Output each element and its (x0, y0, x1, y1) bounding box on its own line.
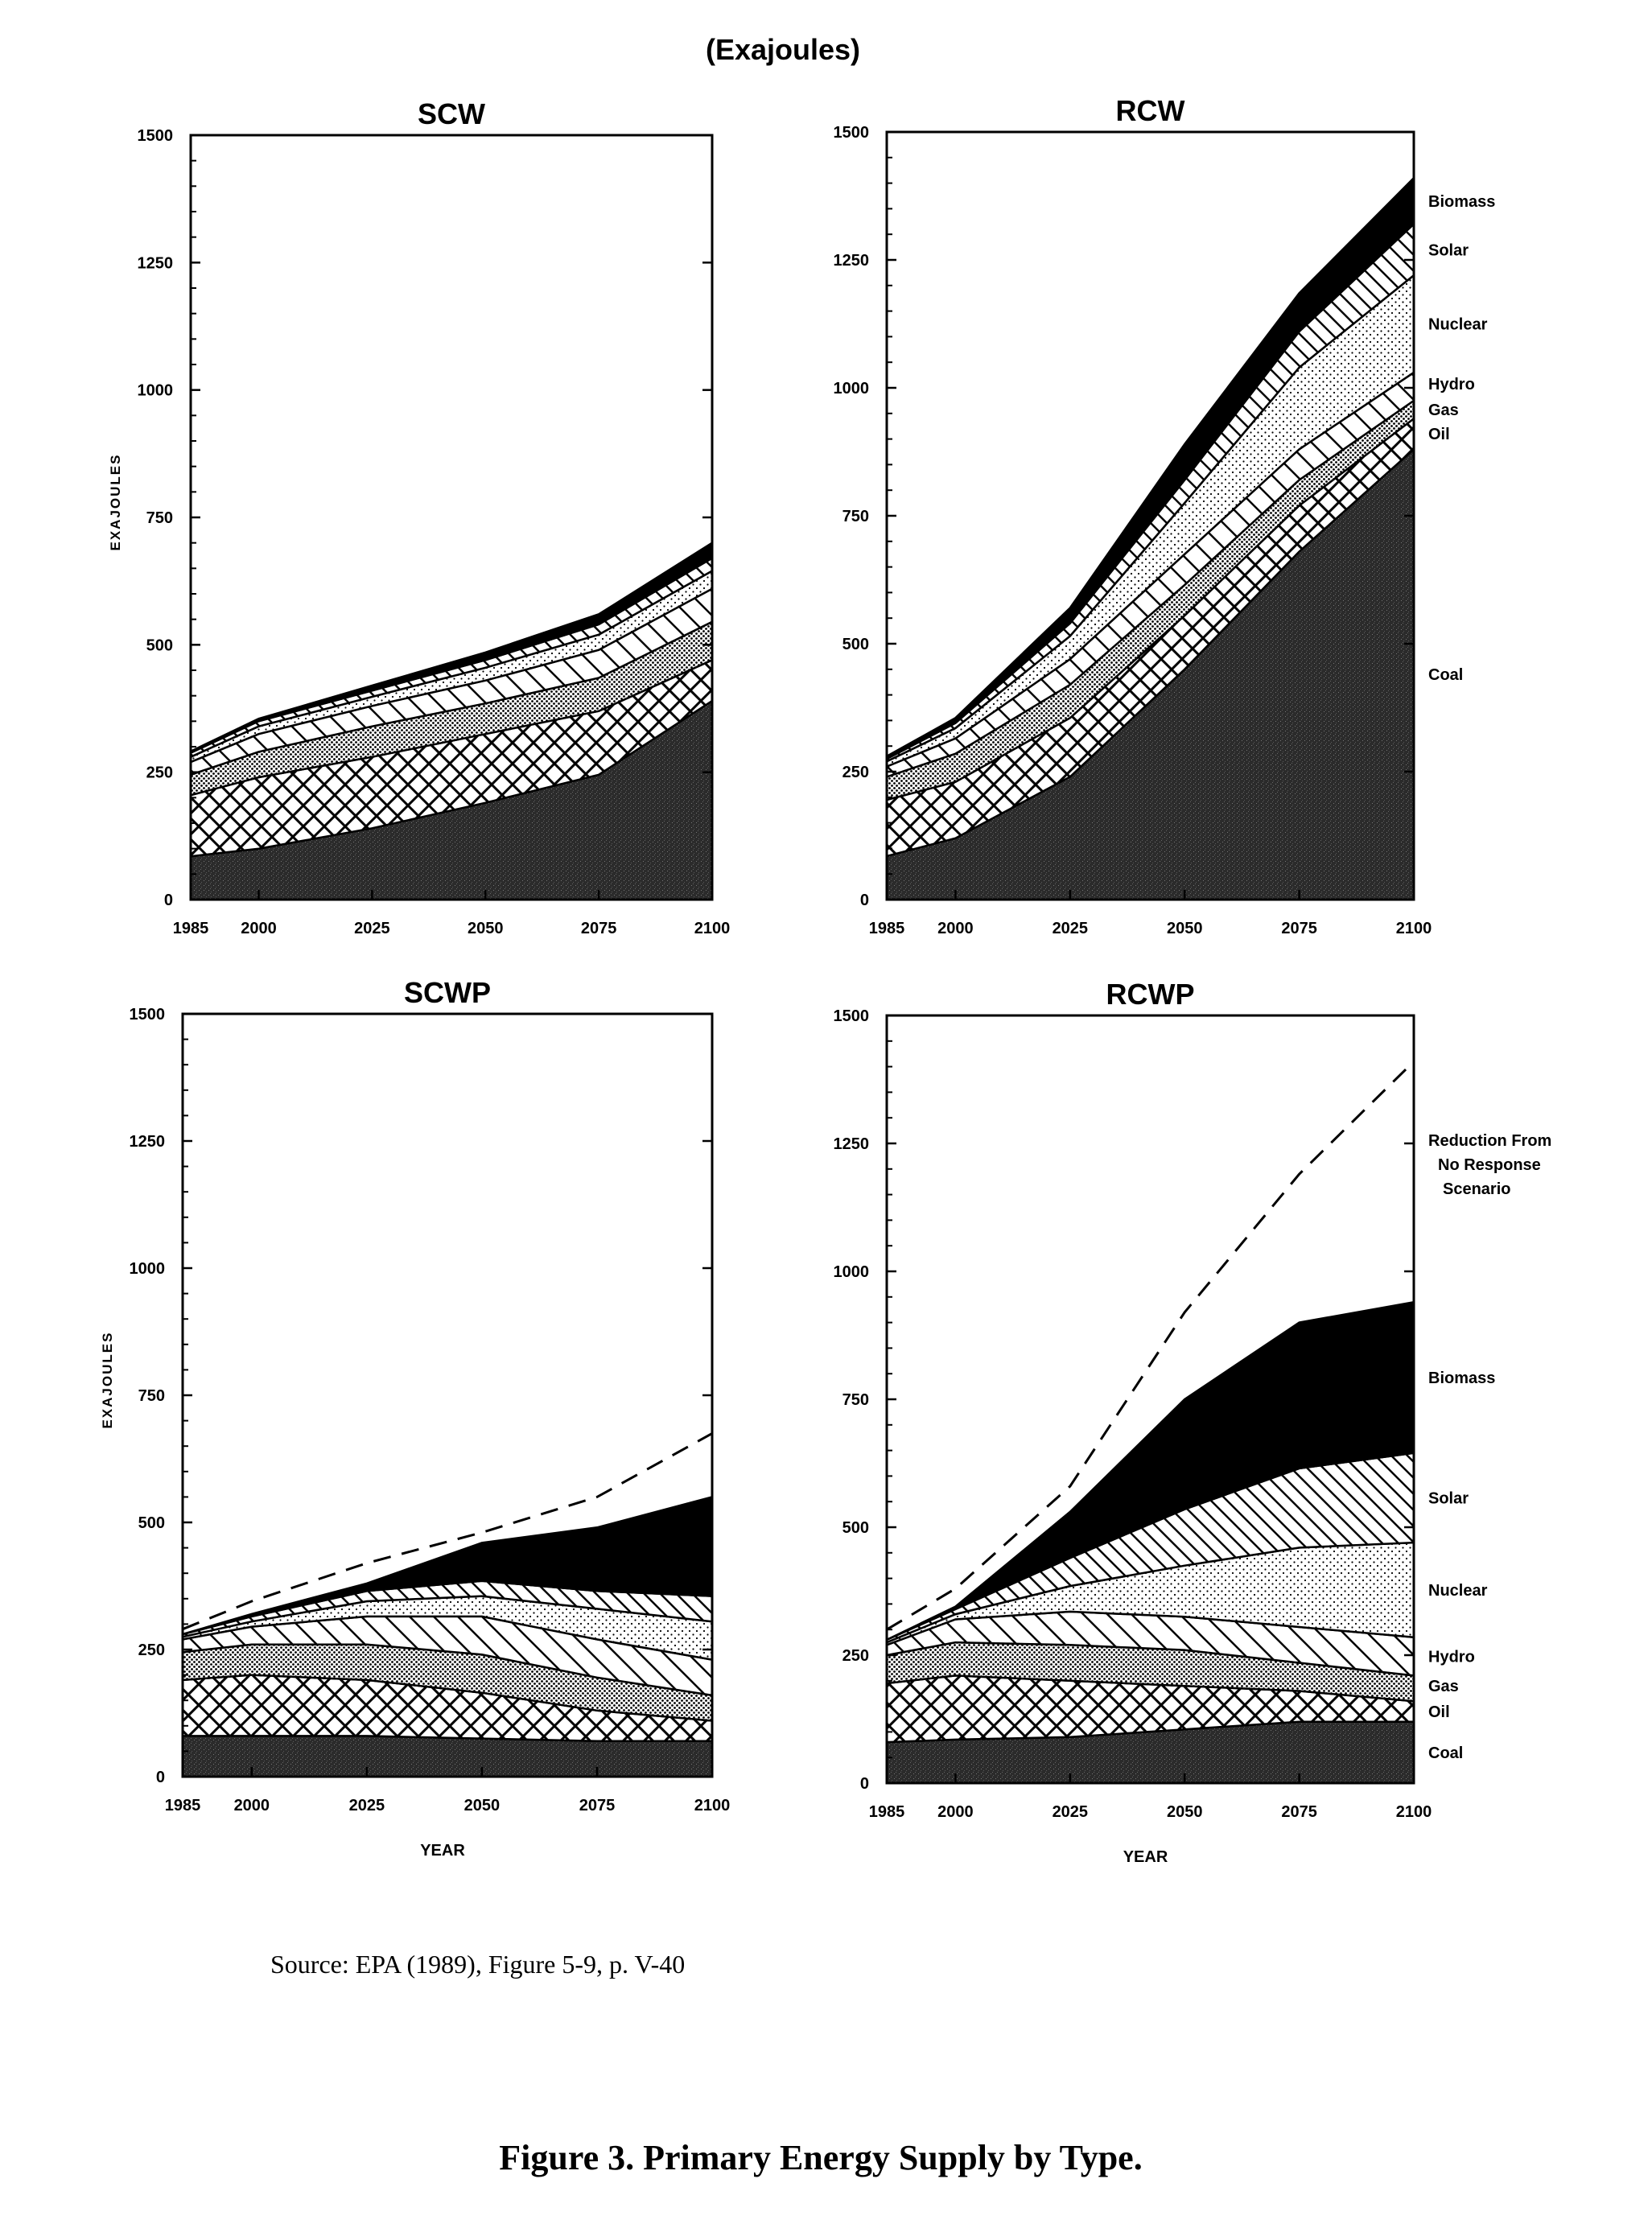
legend-label-nuclear: Nuclear (1428, 1582, 1488, 1600)
x-axis-label: YEAR (1123, 1848, 1168, 1866)
y-tick-label: 750 (138, 1387, 165, 1405)
x-tick-label: 2000 (937, 1803, 974, 1821)
y-tick-label: 1250 (834, 252, 870, 270)
x-tick-label: 2050 (468, 920, 504, 937)
y-tick-label: 500 (146, 636, 173, 654)
y-tick-label: 250 (146, 764, 173, 782)
x-tick-label: 2025 (349, 1797, 385, 1814)
y-tick-label: 1000 (834, 380, 870, 397)
x-tick-label: 2075 (579, 1797, 616, 1814)
legend-label-hydro: Hydro (1428, 376, 1475, 393)
chart-title: RCW (1116, 94, 1185, 127)
x-tick-label: 1985 (869, 1803, 905, 1821)
units-heading: (Exajoules) (706, 33, 860, 66)
y-tick-label: 750 (842, 508, 869, 525)
y-tick-label: 0 (860, 1775, 869, 1793)
x-tick-label: 2100 (1396, 1803, 1432, 1821)
reference-line-dashed (182, 1432, 713, 1631)
y-axis-label: EXAJOULES (100, 1332, 115, 1429)
x-tick-label: 2100 (694, 920, 731, 937)
x-tick-label: 2050 (1167, 920, 1203, 937)
x-tick-label: 2075 (1281, 1803, 1317, 1821)
y-tick-label: 1000 (138, 382, 174, 400)
y-axis-label: EXAJOULES (108, 454, 123, 551)
y-tick-label: 0 (156, 1769, 165, 1786)
x-tick-label: 1985 (165, 1797, 201, 1814)
legend-label-solar: Solar (1428, 1489, 1469, 1507)
chart-scw: 0 250 500 750 1000 1250 1500 1985 2000 2025 2050 20… (108, 97, 730, 937)
y-tick-label: 750 (146, 509, 173, 527)
y-tick-label: 750 (842, 1391, 869, 1409)
reference-line-dashed (886, 1061, 1415, 1631)
y-tick-label: 0 (164, 892, 173, 909)
chart-title: SCW (418, 97, 485, 130)
figure-caption: Figure 3. Primary Energy Supply by Type. (499, 2138, 1142, 2177)
legend-label-gas: Gas (1428, 402, 1459, 419)
x-tick-label: 2025 (1053, 1803, 1089, 1821)
y-tick-label: 250 (138, 1641, 165, 1659)
y-tick-label: 250 (842, 764, 869, 781)
legend-label-coal: Coal (1428, 666, 1463, 684)
y-tick-label: 1500 (138, 127, 174, 145)
y-tick-label: 1000 (834, 1263, 870, 1281)
y-tick-label: 250 (842, 1647, 869, 1665)
y-tick-label: 1250 (834, 1135, 870, 1153)
y-tick-label: 0 (860, 892, 869, 909)
annotation-line: No Response (1438, 1156, 1541, 1174)
chart-title: RCWP (1106, 978, 1195, 1011)
x-tick-label: 2075 (1281, 920, 1317, 937)
x-tick-label: 1985 (173, 920, 209, 937)
legend-label-gas: Gas (1428, 1678, 1459, 1695)
annotation-line: Scenario (1443, 1180, 1510, 1198)
x-tick-label: 1985 (869, 920, 905, 937)
chart-panels: 0 250 500 750 1000 1250 1500 1985 2000 2025 2050 20… (100, 94, 1551, 1866)
x-tick-label: 2100 (694, 1797, 731, 1814)
chart-scwp: 0 250 500 750 1000 1250 1500 1985 2000 2025 2050 20… (100, 976, 730, 1860)
x-tick-label: 2025 (354, 920, 390, 937)
legend-label-oil: Oil (1428, 1703, 1450, 1721)
source-note: Source: EPA (1989), Figure 5-9, p. V-40 (270, 1950, 685, 1979)
legend-label-coal: Coal (1428, 1744, 1463, 1762)
chart-rcwp: 0 250 500 750 1000 1250 1500 1985 2000 2025 2050 20… (834, 978, 1552, 1866)
x-tick-label: 2000 (241, 920, 277, 937)
x-axis-label: YEAR (420, 1842, 465, 1860)
x-tick-label: 2075 (581, 920, 617, 937)
legend-label-solar: Solar (1428, 241, 1469, 259)
y-tick-label: 500 (842, 636, 869, 653)
legend-label-biomass: Biomass (1428, 1370, 1495, 1387)
x-tick-label: 2100 (1396, 920, 1432, 937)
y-tick-label: 1500 (834, 1007, 870, 1025)
y-tick-label: 1500 (834, 124, 870, 142)
chart-rcw: 0 250 500 750 1000 1250 1500 1985 2000 2025 2050 20… (834, 94, 1496, 937)
legend-label-biomass: Biomass (1428, 193, 1495, 211)
y-tick-label: 1000 (130, 1260, 166, 1278)
x-tick-label: 2000 (234, 1797, 270, 1814)
annotation-line: Reduction From (1428, 1132, 1551, 1150)
x-tick-label: 2050 (464, 1797, 501, 1814)
legend-label-nuclear: Nuclear (1428, 316, 1488, 334)
y-tick-label: 1250 (138, 254, 174, 272)
y-tick-label: 1250 (130, 1133, 166, 1151)
legend-label-hydro: Hydro (1428, 1649, 1475, 1666)
x-tick-label: 2050 (1167, 1803, 1203, 1821)
y-tick-label: 1500 (130, 1006, 166, 1024)
chart-title: SCWP (404, 976, 491, 1009)
x-tick-label: 2025 (1053, 920, 1089, 937)
x-tick-label: 2000 (937, 920, 974, 937)
y-tick-label: 500 (842, 1519, 869, 1537)
legend-label-oil: Oil (1428, 426, 1450, 443)
y-tick-label: 500 (138, 1514, 165, 1532)
